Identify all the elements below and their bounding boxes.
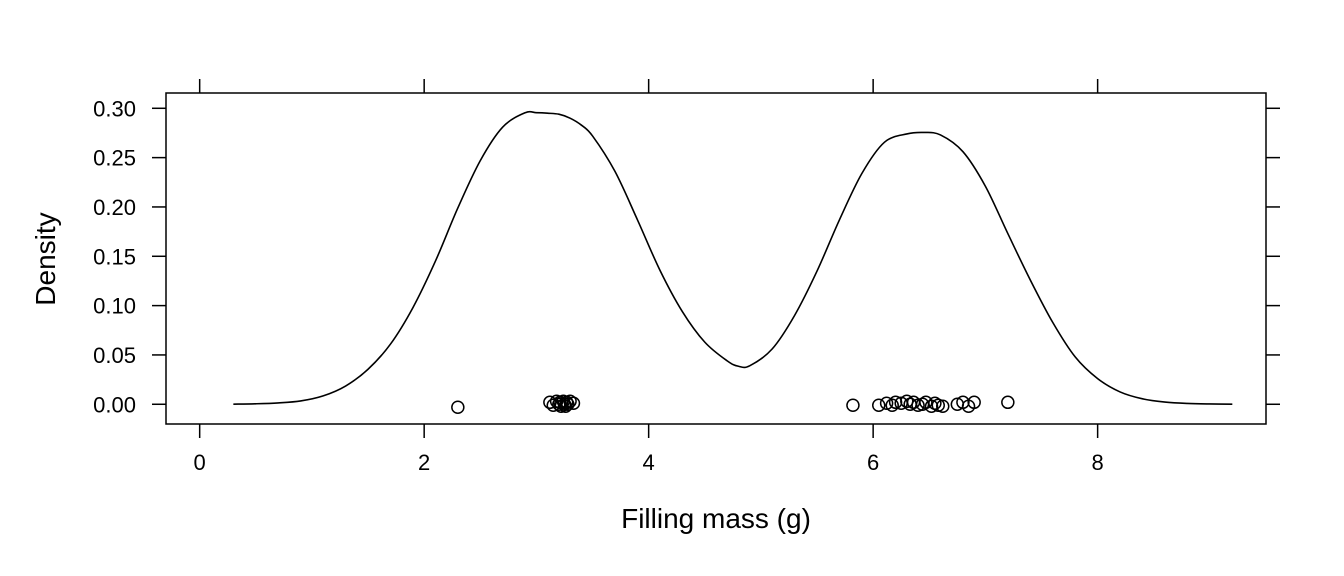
data-point xyxy=(872,398,886,413)
data-point xyxy=(566,396,581,411)
y-axis-label: Density xyxy=(30,212,61,305)
data-point xyxy=(924,399,939,413)
y-tick-label: 0.05 xyxy=(93,343,136,368)
x-tick-label: 6 xyxy=(867,450,879,475)
plot-frame xyxy=(165,92,1267,425)
y-tick-label: 0.10 xyxy=(93,294,136,319)
data-point xyxy=(967,395,981,410)
x-tick-label: 0 xyxy=(194,450,206,475)
density-curve xyxy=(233,110,1233,405)
data-point xyxy=(451,400,465,414)
data-point xyxy=(885,398,899,413)
y-tick-label: 0.00 xyxy=(93,392,136,417)
tick-labels: 0 2 4 6 8 0.00 0.05 0.10 0.15 0.20 0.25 0.30 xyxy=(93,96,1104,475)
y-tick-label: 0.20 xyxy=(93,195,136,220)
data-point xyxy=(846,398,860,413)
data-point xyxy=(563,394,577,409)
x-tick-label: 8 xyxy=(1092,450,1104,475)
data-point xyxy=(561,397,575,412)
rug-points xyxy=(451,394,1015,414)
tick-marks xyxy=(152,79,1280,438)
y-tick-label: 0.30 xyxy=(93,96,136,121)
x-tick-label: 2 xyxy=(418,450,430,475)
data-point xyxy=(935,399,950,413)
x-tick-label: 4 xyxy=(643,450,655,475)
data-point xyxy=(879,396,894,411)
y-tick-label: 0.25 xyxy=(93,146,136,171)
data-point xyxy=(1001,395,1015,410)
y-tick-label: 0.15 xyxy=(93,244,136,269)
data-point xyxy=(928,396,942,411)
x-axis-label: Filling mass (g) xyxy=(621,503,811,534)
